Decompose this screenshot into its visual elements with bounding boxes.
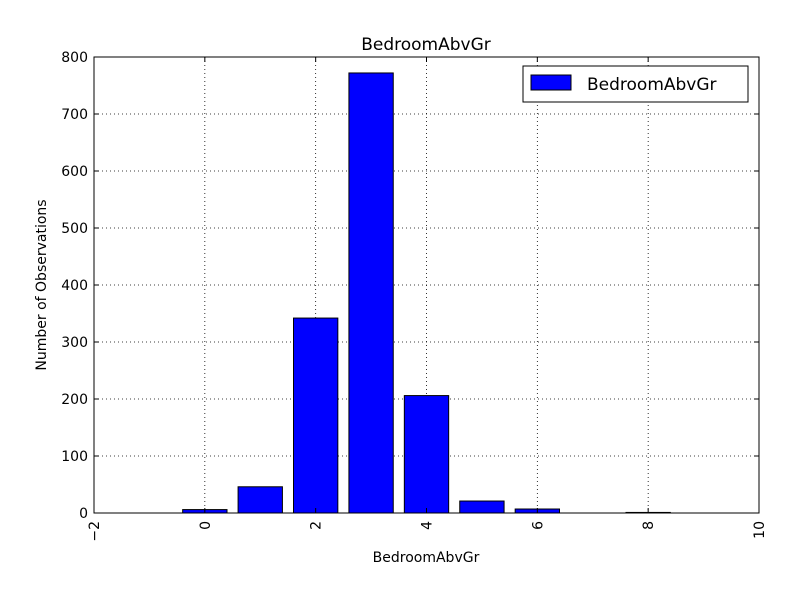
x-tick-label: 0 bbox=[198, 521, 214, 530]
x-tick-label: 6 bbox=[530, 521, 546, 530]
x-tick-label: 8 bbox=[641, 521, 657, 530]
y-tick-label: 200 bbox=[61, 392, 88, 408]
bar bbox=[348, 72, 394, 514]
x-tick-label: 4 bbox=[420, 521, 436, 530]
y-axis-label: Number of Observations bbox=[34, 199, 50, 370]
y-tick-label: 700 bbox=[61, 107, 88, 123]
x-tick-label: −2 bbox=[87, 521, 103, 542]
y-tick-label: 100 bbox=[61, 449, 88, 465]
bar bbox=[403, 395, 450, 514]
legend-label: BedroomAbvGr bbox=[587, 75, 717, 95]
bar bbox=[237, 486, 283, 514]
x-tick-label: 2 bbox=[309, 521, 325, 530]
legend-swatch bbox=[530, 74, 572, 91]
y-tick-label: 800 bbox=[61, 50, 88, 66]
legend: BedroomAbvGr bbox=[522, 65, 749, 103]
y-tick-label: 600 bbox=[61, 164, 88, 180]
bar bbox=[459, 500, 505, 514]
chart-title: BedroomAbvGr bbox=[361, 35, 491, 55]
bar bbox=[293, 317, 339, 514]
bars bbox=[182, 72, 671, 514]
y-tick-label: 400 bbox=[61, 278, 88, 294]
y-tick-label: 0 bbox=[79, 506, 88, 522]
x-tick-labels: −2 0 2 4 6 8 10 bbox=[87, 521, 768, 542]
x-tick-label: 10 bbox=[752, 521, 768, 539]
ticks bbox=[93, 56, 760, 514]
x-axis-label: BedroomAbvGr bbox=[373, 550, 480, 566]
y-tick-label: 300 bbox=[61, 335, 88, 351]
y-tick-labels: 0 100 200 300 400 500 600 700 800 bbox=[61, 50, 88, 522]
y-tick-label: 500 bbox=[61, 221, 88, 237]
